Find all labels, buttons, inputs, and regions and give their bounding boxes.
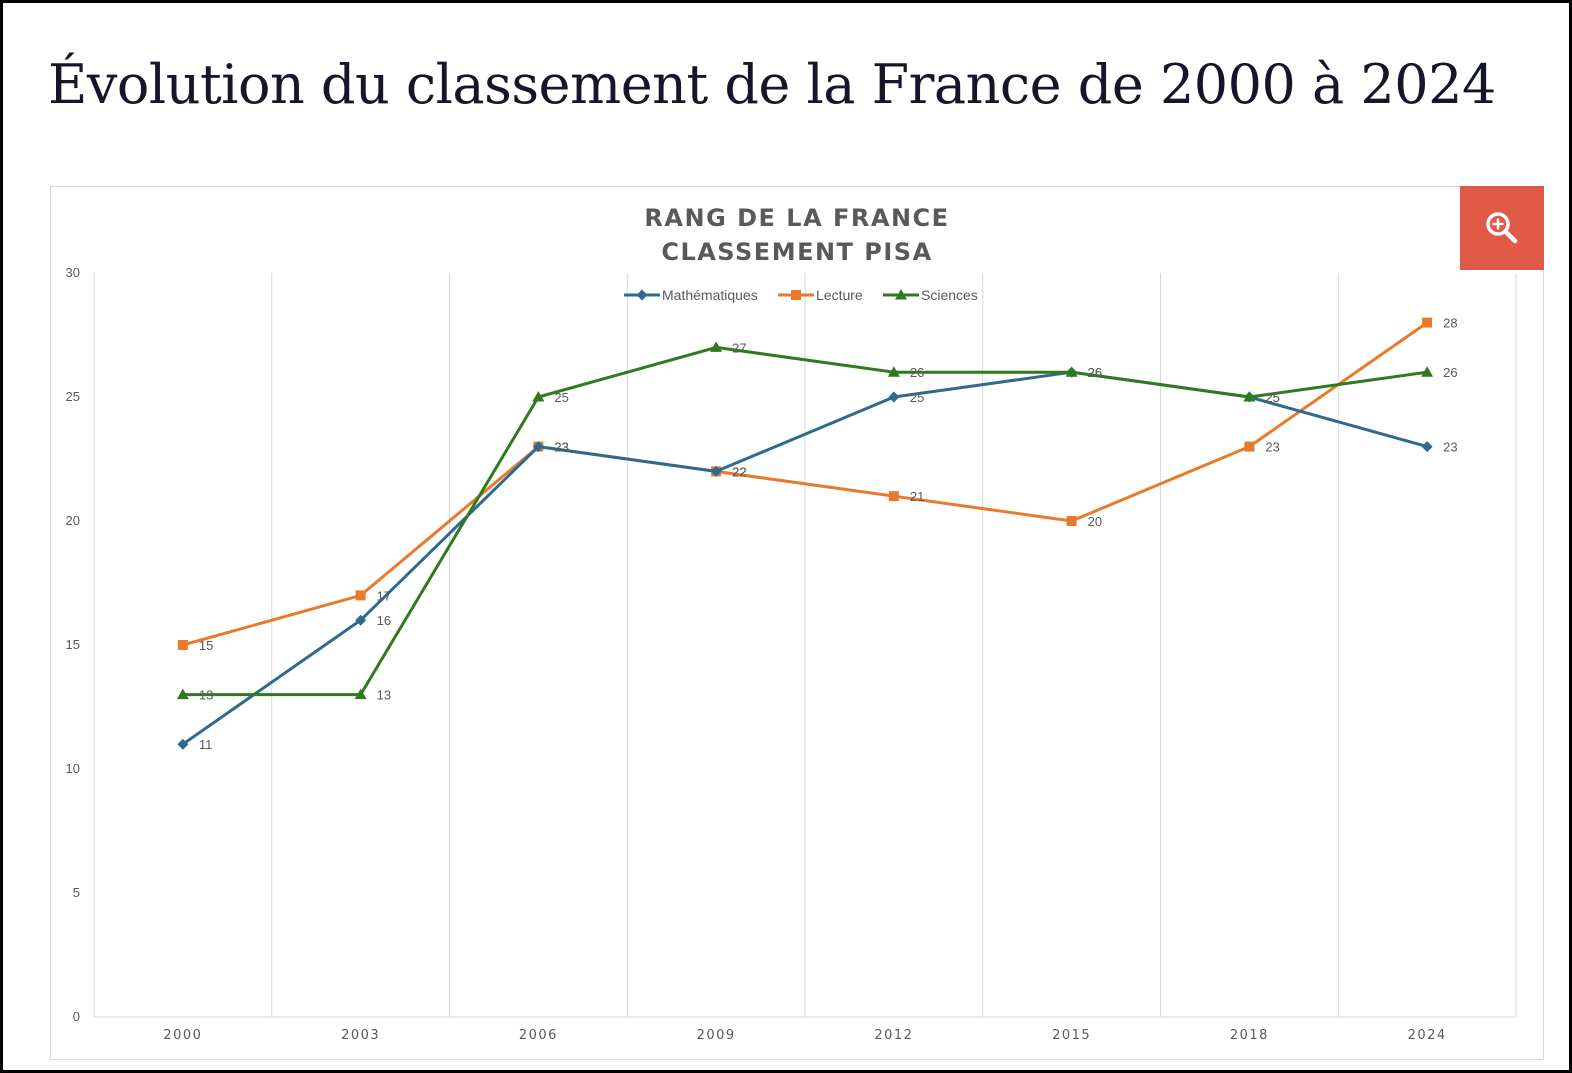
data-labels: 11 16 23 22 25 26 25 23 bbox=[199, 365, 1458, 752]
data-point bbox=[354, 688, 367, 700]
data-label: 25 bbox=[1265, 390, 1279, 405]
data-point bbox=[710, 341, 723, 352]
data-point bbox=[532, 441, 544, 453]
data-point bbox=[177, 640, 188, 650]
y-axis: 0 5 10 15 20 25 30 bbox=[66, 265, 80, 1024]
data-point bbox=[887, 366, 900, 377]
data-label: 13 bbox=[377, 688, 391, 703]
series-line bbox=[182, 345, 1428, 697]
data-label: 23 bbox=[1443, 440, 1457, 455]
legend-label: Lecture bbox=[816, 287, 863, 303]
data-point bbox=[532, 391, 545, 402]
data-point bbox=[888, 391, 900, 403]
data-label: 13 bbox=[199, 688, 213, 703]
grid bbox=[93, 273, 1517, 1018]
data-label: 26 bbox=[910, 365, 924, 380]
x-tick-label: 2015 bbox=[1052, 1028, 1091, 1043]
legend-item: Mathématiques bbox=[624, 287, 758, 303]
x-tick-label: 2003 bbox=[341, 1028, 380, 1043]
x-tick-label: 2024 bbox=[1408, 1028, 1447, 1043]
legend-label: Mathématiques bbox=[662, 287, 758, 303]
data-point bbox=[1243, 391, 1256, 402]
data-point bbox=[791, 290, 801, 300]
data-label: 25 bbox=[1265, 390, 1279, 405]
y-tick-label: 10 bbox=[66, 761, 80, 776]
data-point bbox=[895, 289, 907, 300]
data-label: 16 bbox=[377, 613, 391, 628]
zoom-button[interactable] bbox=[1460, 186, 1544, 270]
zoom-in-icon bbox=[1486, 212, 1518, 244]
x-tick-label: 2018 bbox=[1230, 1028, 1269, 1043]
chart-svg: RANG DE LA FRANCE CLASSEMENT PISA 0 5 10 15… bbox=[66, 204, 1517, 1043]
data-label: 25 bbox=[910, 390, 924, 405]
data-point bbox=[176, 688, 189, 700]
legend-item: Lecture bbox=[778, 287, 863, 303]
data-point bbox=[355, 590, 366, 601]
y-tick-label: 5 bbox=[73, 885, 80, 900]
data-labels: 15 17 23 22 21 20 23 28 bbox=[199, 316, 1458, 653]
series-line bbox=[182, 321, 1428, 647]
data-label: 11 bbox=[199, 737, 213, 752]
y-tick-label: 20 bbox=[66, 513, 80, 528]
page-title: Évolution du classement de la France de … bbox=[48, 53, 1496, 116]
data-point bbox=[888, 491, 899, 502]
data-label: 20 bbox=[1088, 514, 1102, 529]
data-label: 23 bbox=[554, 440, 568, 455]
data-point bbox=[1244, 441, 1255, 452]
data-point bbox=[710, 465, 722, 477]
data-point bbox=[1066, 516, 1077, 526]
data-label: 26 bbox=[1443, 365, 1457, 380]
chart-title: RANG DE LA FRANCE bbox=[644, 204, 949, 232]
series-2 bbox=[176, 341, 1434, 700]
data-label: 27 bbox=[732, 340, 746, 355]
x-tick-label: 2009 bbox=[697, 1028, 736, 1043]
data-point bbox=[1421, 366, 1434, 377]
data-point bbox=[636, 289, 648, 301]
data-label: 22 bbox=[732, 464, 746, 479]
data-label: 17 bbox=[377, 588, 391, 603]
data-label: 15 bbox=[199, 638, 213, 653]
data-point bbox=[1422, 317, 1433, 328]
data-point bbox=[177, 738, 189, 750]
data-point bbox=[1421, 441, 1433, 453]
x-axis: 2000 2003 2006 2009 2012 2015 2018 2024 bbox=[163, 1028, 1447, 1043]
chart-subtitle: CLASSEMENT PISA bbox=[661, 238, 932, 266]
data-labels: 13 13 25 27 26 26 25 26 bbox=[199, 340, 1458, 702]
data-label: 28 bbox=[1443, 316, 1457, 331]
x-tick-label: 2000 bbox=[163, 1028, 202, 1043]
y-tick-label: 25 bbox=[66, 389, 80, 404]
data-label: 26 bbox=[1088, 365, 1102, 380]
x-tick-label: 2006 bbox=[519, 1028, 558, 1043]
y-tick-label: 15 bbox=[66, 637, 80, 652]
legend: Mathématiques Lecture Sciences bbox=[624, 287, 978, 303]
y-tick-label: 0 bbox=[73, 1009, 80, 1024]
legend-label: Sciences bbox=[921, 287, 978, 303]
data-label: 21 bbox=[910, 489, 924, 504]
data-label: 22 bbox=[732, 464, 746, 479]
data-point bbox=[1065, 366, 1078, 377]
chart-card: RANG DE LA FRANCE CLASSEMENT PISA 0 5 10 15… bbox=[50, 186, 1544, 1060]
data-label: 23 bbox=[554, 440, 568, 455]
x-tick-label: 2012 bbox=[874, 1028, 913, 1043]
data-point bbox=[355, 614, 367, 626]
data-label: 23 bbox=[1265, 440, 1279, 455]
y-tick-label: 30 bbox=[66, 265, 80, 280]
data-label: 26 bbox=[1088, 365, 1102, 380]
legend-item: Sciences bbox=[883, 287, 978, 303]
data-label: 25 bbox=[554, 390, 568, 405]
